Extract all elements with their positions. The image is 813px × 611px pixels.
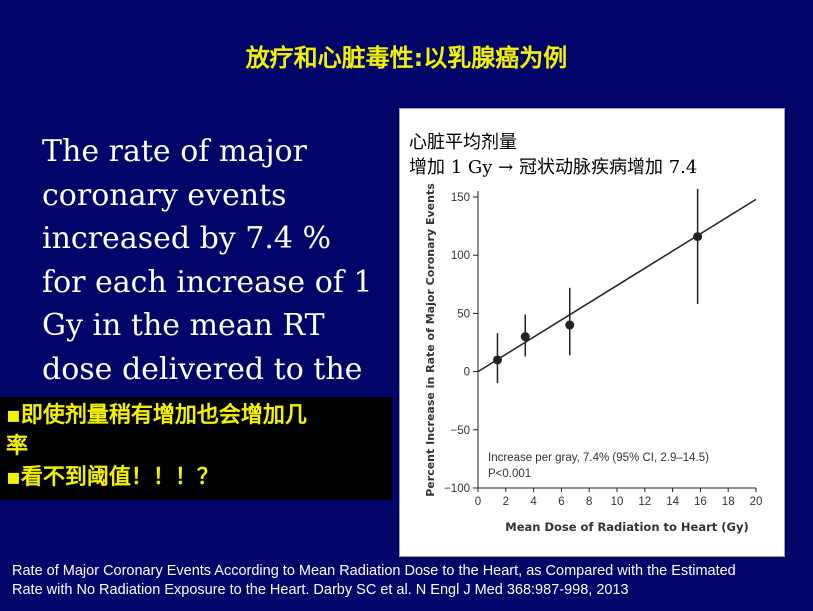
- x-tick-label: 14: [666, 496, 679, 508]
- figure-note-line: 心脏平均剂量: [409, 132, 517, 153]
- main-statement-line: Gy in the mean RT: [42, 308, 325, 343]
- figure-panel: 0 2 4 6 8 10 12 14 16 18 20 −100 −50 0 50 100 150 Increa…: [399, 108, 785, 557]
- y-tick-label: −50: [450, 425, 470, 437]
- figure-caption: Rate of Major Coronary Events According …: [12, 562, 812, 600]
- x-tick-label: 20: [750, 496, 763, 508]
- figure-note-line: 增加 1 Gy → 冠状动脉疾病增加 7.4: [409, 157, 698, 178]
- y-tick-label: 150: [451, 192, 470, 204]
- figure-note: 心脏平均剂量 增加 1 Gy → 冠状动脉疾病增加 7.4: [409, 130, 697, 180]
- x-tick-label: 18: [722, 496, 735, 508]
- callout-line: 率: [6, 434, 29, 459]
- y-axis-label: Percent Increase in Rate of Major Corona…: [424, 183, 437, 497]
- chart-annotation: P<0.001: [488, 468, 531, 480]
- x-tick-label: 8: [586, 496, 592, 508]
- y-tick-label: 100: [451, 250, 470, 262]
- caption-line: Rate with No Radiation Exposure to the H…: [12, 582, 629, 598]
- data-point: [520, 332, 530, 342]
- data-point: [565, 320, 575, 330]
- x-tick-label: 4: [530, 496, 537, 508]
- callout-line: ▪看不到阈值！！！？: [6, 465, 219, 490]
- main-statement-line: increased by 7.4 %: [42, 221, 332, 256]
- x-tick-label: 0: [475, 496, 481, 508]
- slide-title: 放疗和心脏毒性:以乳腺癌为例: [245, 44, 568, 72]
- main-statement-line: The rate of major: [42, 134, 307, 169]
- y-tick-label: 50: [457, 308, 470, 320]
- main-statement-line: coronary events: [42, 177, 287, 213]
- x-tick-label: 16: [694, 496, 707, 508]
- x-tick-label: 12: [638, 496, 651, 508]
- fit-line: [477, 198, 757, 373]
- caption-line: Rate of Major Coronary Events According …: [12, 563, 736, 579]
- data-point: [492, 355, 502, 365]
- main-statement: The rate of major coronary events increa…: [42, 130, 373, 391]
- dose-response-chart: 0 2 4 6 8 10 12 14 16 18 20 −100 −50 0 50 100 150 Increa…: [424, 183, 763, 534]
- x-tick-label: 2: [503, 496, 509, 508]
- main-statement-line: dose delivered to the: [42, 351, 363, 387]
- main-statement-line: for each increase of 1: [42, 264, 373, 300]
- data-point: [693, 232, 703, 242]
- y-tick-label: −100: [444, 483, 470, 495]
- callout-line: ▪即使剂量稍有增加也会增加几: [6, 403, 307, 428]
- x-tick-label: 10: [611, 496, 624, 508]
- x-tick-label: 6: [558, 496, 564, 508]
- x-axis-label: Mean Dose of Radiation to Heart (Gy): [505, 520, 748, 534]
- y-tick-label: 0: [464, 367, 470, 379]
- callout-box: ▪即使剂量稍有增加也会增加几 率 ▪看不到阈值！！！？: [0, 397, 392, 500]
- chart-annotation: Increase per gray, 7.4% (95% CI, 2.9–14.…: [488, 452, 709, 464]
